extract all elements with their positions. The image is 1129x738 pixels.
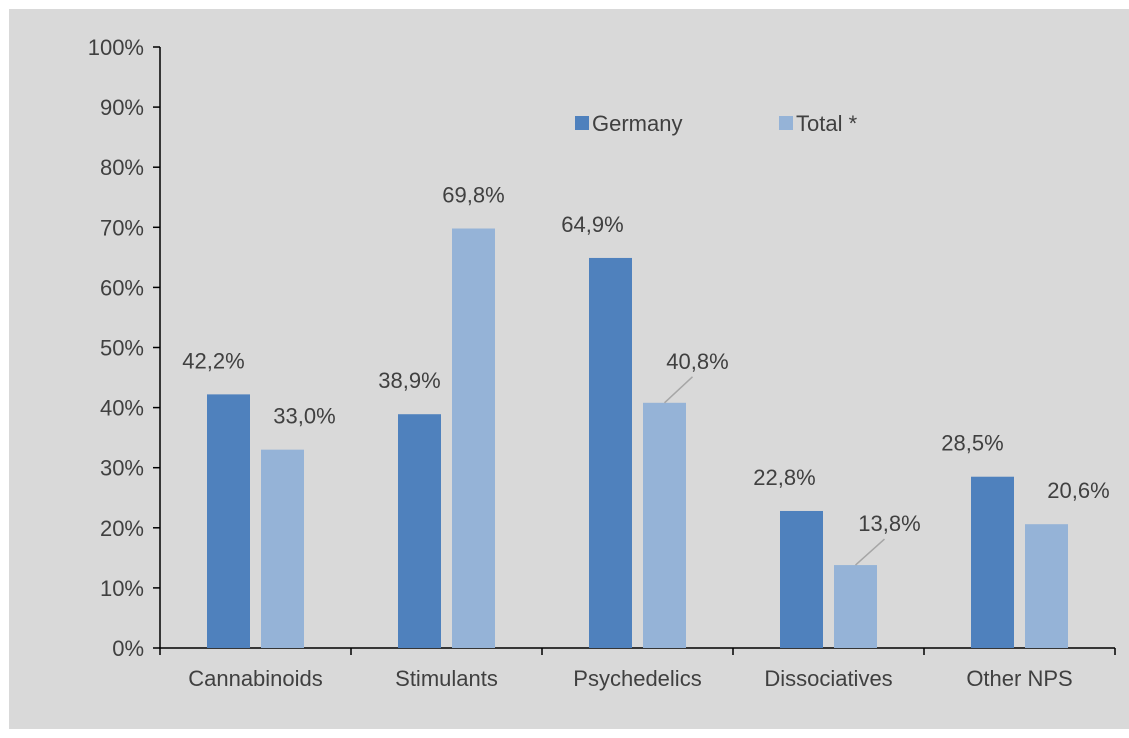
legend-swatch	[575, 116, 589, 130]
axes: 0% 10% 20% 30% 40% 50% 60% 70% 80% 90% 100% Cannabi…	[88, 35, 1116, 691]
x-tick-label: Cannabinoids	[188, 666, 323, 691]
y-tick-label: 30%	[100, 456, 144, 481]
legend: Germany Total *	[575, 111, 858, 136]
legend-swatch	[779, 116, 793, 130]
legend-label: Total *	[796, 111, 858, 136]
y-tick-label: 20%	[100, 516, 144, 541]
y-tick-label: 0%	[112, 636, 144, 661]
x-tick-label: Stimulants	[395, 666, 498, 691]
y-tick-label: 40%	[100, 396, 144, 421]
y-tick-label: 50%	[100, 336, 144, 361]
y-tick-label: 80%	[100, 155, 144, 180]
data-label: 20,6%	[1047, 478, 1109, 503]
bar-total-stimulants	[452, 228, 495, 648]
bars	[207, 228, 1068, 648]
bar-germany-other-nps	[971, 476, 1014, 648]
y-tick-label: 90%	[100, 95, 144, 120]
x-tick-label: Dissociatives	[764, 666, 892, 691]
data-labels: 42,2% 33,0% 38,9% 69,8% 64,9% 40,8% 22,8% 13,8%…	[182, 183, 1110, 566]
bar-total-psychedelics	[643, 402, 686, 648]
bar-total-cannabinoids	[261, 449, 304, 648]
bar-total-dissociatives	[834, 565, 877, 648]
data-label: 69,8%	[442, 183, 504, 208]
data-label: 13,8%	[858, 511, 920, 536]
bar-germany-dissociatives	[780, 510, 823, 648]
data-label: 64,9%	[561, 212, 623, 237]
data-label: 42,2%	[182, 348, 244, 373]
data-label: 28,5%	[941, 431, 1003, 456]
y-tick-label: 10%	[100, 576, 144, 601]
bar-germany-cannabinoids	[207, 394, 250, 648]
x-tick-label: Psychedelics	[573, 666, 701, 691]
legend-label: Germany	[592, 111, 682, 136]
chart-area: 0% 10% 20% 30% 40% 50% 60% 70% 80% 90% 100% Cannabi…	[9, 9, 1129, 729]
bar-chart: 0% 10% 20% 30% 40% 50% 60% 70% 80% 90% 100% Cannabi…	[88, 35, 1116, 691]
bar-germany-stimulants	[398, 414, 441, 648]
bar-total-other-nps	[1025, 524, 1068, 648]
x-tick-label: Other NPS	[966, 666, 1072, 691]
y-tick-label: 60%	[100, 275, 144, 300]
y-tick-label: 100%	[88, 35, 144, 60]
data-label: 22,8%	[753, 465, 815, 490]
data-label: 33,0%	[273, 404, 335, 429]
y-tick-label: 70%	[100, 215, 144, 240]
data-label: 40,8%	[666, 349, 728, 374]
data-label: 38,9%	[378, 368, 440, 393]
bar-germany-psychedelics	[589, 257, 632, 648]
leader-line	[663, 376, 694, 404]
leader-line	[854, 538, 886, 566]
